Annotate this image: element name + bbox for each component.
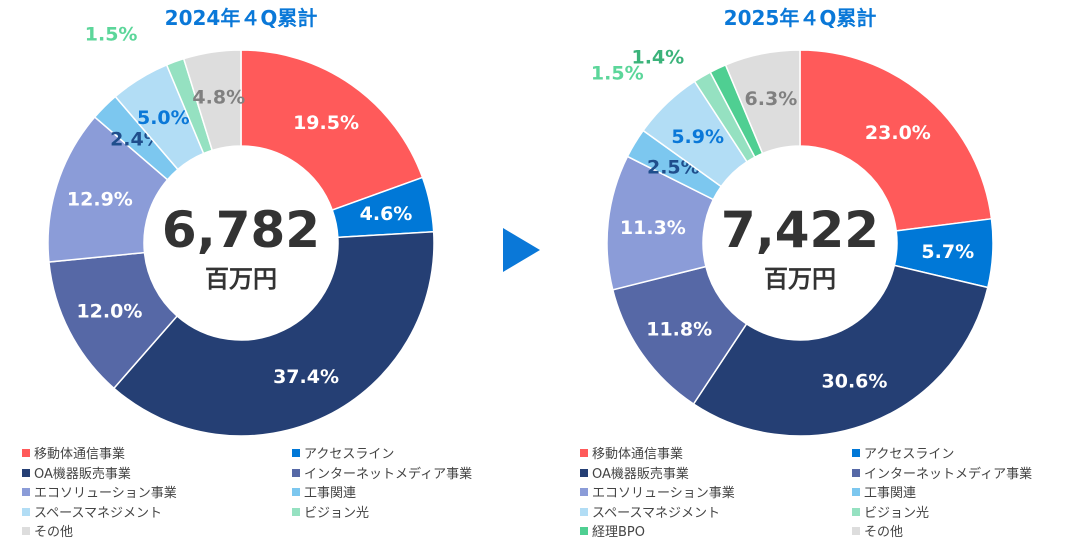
- legend-swatch: [22, 507, 30, 516]
- legend-label: その他: [34, 525, 74, 540]
- donut-chart-1: 2024年４Q累計19.5%4.6%37.4%12.0%12.9%2.4%5.0…: [47, 6, 435, 437]
- legend-item: OA機器販売事業: [22, 466, 131, 484]
- legend-item: スペースマネジメント: [22, 505, 162, 523]
- total-unit: 百万円: [764, 265, 836, 293]
- legend-swatch: [292, 449, 300, 457]
- slice-移動体通信事業: [799, 49, 993, 232]
- legend-swatch: [580, 449, 588, 457]
- data-label: 23.0%: [865, 122, 931, 144]
- legend-label: 移動体通信事業: [592, 447, 684, 462]
- legend-item: スペースマネジメント: [580, 505, 720, 523]
- legend-swatch: [580, 527, 588, 535]
- legend-label: アクセスライン: [864, 447, 955, 462]
- legend-label: OA機器販売事業: [34, 466, 131, 482]
- slice-その他: [182, 49, 242, 152]
- legend-item: 工事関連: [292, 485, 356, 503]
- legend-label: 移動体通信事業: [34, 447, 126, 462]
- data-label: 11.8%: [646, 318, 712, 340]
- data-label: 19.5%: [293, 112, 359, 134]
- legend-item: 移動体通信事業: [580, 446, 683, 464]
- legend-swatch: [22, 488, 30, 496]
- legend-swatch: [292, 468, 300, 477]
- chart-title: 2025年４Q累計: [724, 6, 877, 30]
- legend-swatch: [852, 527, 860, 535]
- legend-swatch: [580, 488, 588, 496]
- legend-item: 経理BPO: [580, 524, 645, 542]
- legend-label: OA機器販売事業: [592, 466, 689, 482]
- data-label: 5.7%: [921, 241, 974, 263]
- legend-item: ビジョン光: [292, 505, 369, 523]
- chart-title: 2024年４Q累計: [165, 6, 318, 30]
- data-label: 37.4%: [273, 366, 339, 388]
- data-label: 4.6%: [360, 203, 413, 225]
- data-label: 5.9%: [671, 126, 724, 148]
- donut-chart-2: 2025年４Q累計23.0%5.7%30.6%11.8%11.3%2.5%5.9…: [591, 6, 994, 437]
- slice-OA機器販売事業: [112, 231, 435, 437]
- slice-OA機器販売事業: [692, 264, 989, 437]
- legend-swatch: [852, 507, 860, 516]
- legend-item: エコソリューション事業: [22, 485, 177, 503]
- legend-swatch: [22, 468, 30, 477]
- legend-item: その他: [852, 524, 903, 542]
- legend-swatch: [22, 449, 30, 457]
- total-unit: 百万円: [205, 265, 277, 293]
- legend-item: OA機器販売事業: [580, 466, 689, 484]
- legend-label: エコソリューション事業: [34, 486, 177, 501]
- legend-swatch: [852, 468, 860, 477]
- legend-item: アクセスライン: [292, 446, 394, 464]
- slice-その他: [724, 49, 801, 155]
- legend-item: 工事関連: [852, 485, 916, 503]
- legend-swatch: [852, 488, 860, 496]
- data-label: 11.3%: [620, 217, 686, 239]
- total-value: 7,422: [721, 201, 879, 259]
- legend-label: ビジョン光: [864, 505, 930, 521]
- legend-swatch: [22, 527, 30, 535]
- legend-label: アクセスライン: [304, 447, 395, 462]
- data-label: 1.4%: [631, 46, 684, 68]
- slice-移動体通信事業: [240, 49, 424, 211]
- legend-label: その他: [864, 525, 904, 540]
- data-label: 1.5%: [85, 24, 138, 46]
- legend-swatch: [292, 488, 300, 496]
- legend-label: 経理BPO: [592, 525, 645, 540]
- legend-swatch: [852, 449, 860, 457]
- data-label: 30.6%: [822, 371, 888, 393]
- data-label: 5.0%: [137, 107, 190, 129]
- legend-item: アクセスライン: [852, 446, 954, 464]
- data-label: 12.9%: [67, 188, 133, 210]
- legend-swatch: [292, 507, 300, 516]
- legend-item: インターネットメディア事業: [292, 466, 472, 484]
- legend-swatch: [580, 507, 588, 516]
- data-label: 6.3%: [745, 88, 798, 110]
- legend-item: インターネットメディア事業: [852, 466, 1032, 484]
- legend-item: エコソリューション事業: [580, 485, 735, 503]
- legend-label: スペースマネジメント: [34, 505, 163, 521]
- legend-label: インターネットメディア事業: [304, 466, 473, 482]
- arrow-right-icon: [503, 228, 540, 272]
- legend-label: エコソリューション事業: [592, 486, 735, 501]
- total-value: 6,782: [162, 201, 320, 259]
- legend-label: 工事関連: [864, 486, 917, 501]
- data-label: 1.5%: [591, 63, 644, 85]
- legend-item: 移動体通信事業: [22, 446, 125, 464]
- data-label: 4.8%: [192, 87, 245, 109]
- legend-label: ビジョン光: [304, 505, 370, 521]
- legend-label: 工事関連: [304, 486, 357, 501]
- legend-swatch: [580, 468, 588, 477]
- legend-item: ビジョン光: [852, 505, 929, 523]
- legend-label: インターネットメディア事業: [864, 466, 1033, 482]
- legend-label: スペースマネジメント: [592, 505, 721, 521]
- data-label: 12.0%: [76, 301, 142, 323]
- legend-item: その他: [22, 524, 73, 542]
